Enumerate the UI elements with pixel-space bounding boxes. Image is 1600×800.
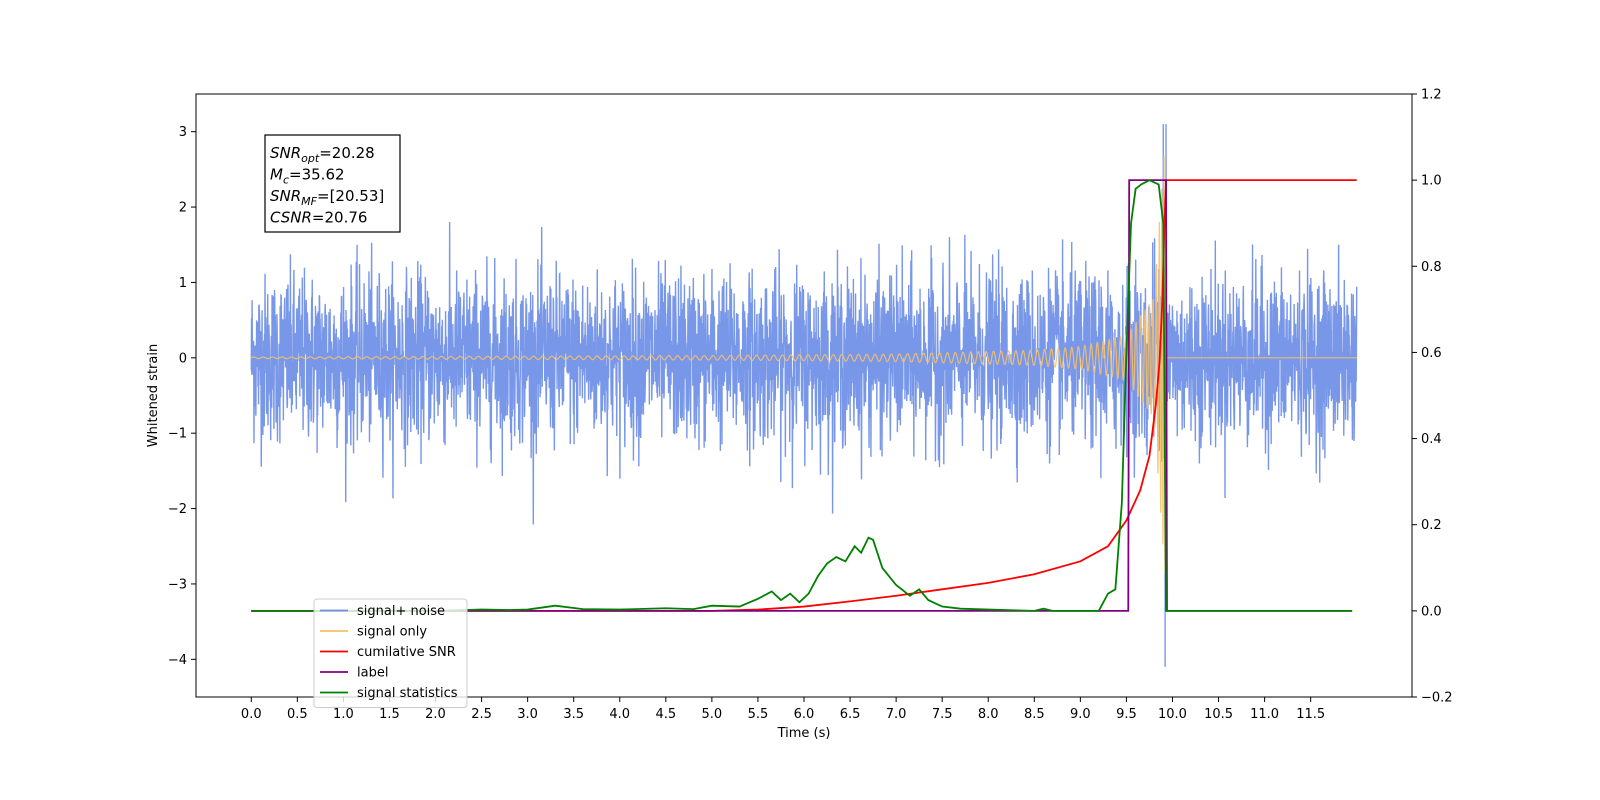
y2-tick-label: −0.2 (1421, 691, 1453, 706)
legend-label: signal statistics (357, 686, 458, 701)
x-tick-label: 9.5 (1116, 707, 1137, 722)
x-tick-label: 1.5 (379, 707, 400, 722)
y-axis-label: Whitened strain (146, 344, 161, 447)
annotation-line: CSNR=20.76 (270, 209, 367, 227)
y-tick-label: 0 (179, 351, 187, 366)
x-tick-label: 3.5 (563, 707, 584, 722)
annotation-box: SNRopt=20.28Mc=35.62SNRMF=[20.53]CSNR=20… (264, 134, 401, 233)
legend-label: cumilative SNR (357, 645, 456, 660)
x-tick-label: 3.0 (517, 707, 538, 722)
axes-layer: 0.0 0.5 1.0 1.5 2.0 2.5 3.0 3.5 4.0 4.5 5.0 5.5 6.0 6… (168, 88, 1453, 723)
annotation-line: Mc=35.62 (270, 166, 345, 187)
series-line-signal-statistics (251, 179, 1353, 612)
x-tick-label: 10.0 (1158, 707, 1187, 722)
y2-tick-label: 0.0 (1421, 604, 1442, 619)
annotation-value: =20.76 (312, 209, 368, 227)
x-tick-label: 7.0 (886, 707, 907, 722)
series-layer (250, 124, 1358, 667)
legend-label: label (357, 666, 388, 681)
x-tick-label: 2.5 (471, 707, 492, 722)
x-tick-label: 5.0 (702, 707, 723, 722)
x-tick-label: 8.0 (978, 707, 999, 722)
legend: signal+ noise signal only cumilative SNR la… (313, 598, 468, 708)
y-tick-label: −4 (168, 653, 187, 668)
y-tick-label: 2 (179, 201, 187, 216)
annotation-box-frame (264, 134, 401, 233)
x-tick-label: 5.5 (748, 707, 769, 722)
x-tick-label: 6.0 (794, 707, 815, 722)
y-tick-label: 3 (179, 125, 187, 140)
x-tick-label: 1.0 (333, 707, 354, 722)
y2-tick-label: 1.0 (1421, 174, 1442, 189)
y-tick-label: −2 (168, 502, 187, 517)
x-tick-label: 8.5 (1024, 707, 1045, 722)
annotation-value: =20.28 (319, 144, 375, 162)
annotation-value: =[20.53] (317, 187, 384, 205)
y-tick-label: 1 (179, 276, 187, 291)
x-tick-label: 6.5 (840, 707, 861, 722)
annotation-subscript: c (283, 174, 289, 187)
annotation-symbol: SNR (270, 187, 301, 205)
x-tick-label: 0.5 (287, 707, 308, 722)
annotation-symbol: SNR (270, 144, 301, 162)
annotation-line: SNRMF=[20.53] (270, 187, 384, 208)
annotation-symbol: CSNR (270, 209, 312, 227)
annotation-symbol: M (270, 166, 283, 184)
x-tick-label: 9.0 (1070, 707, 1091, 722)
x-axis-label: Time (s) (777, 726, 831, 741)
legend-label: signal+ noise (357, 604, 445, 619)
x-tick-label: 10.5 (1204, 707, 1233, 722)
y-tick-label: −3 (168, 577, 187, 592)
y2-tick-label: 0.8 (1421, 260, 1442, 275)
x-tick-label: 11.5 (1296, 707, 1325, 722)
series-line-signal-only (251, 155, 1357, 573)
annotation-line: SNRopt=20.28 (270, 144, 375, 165)
annotation-subscript: opt (301, 152, 320, 165)
annotation-value: =35.62 (289, 166, 345, 184)
legend-frame (313, 598, 468, 708)
legend-label: signal only (357, 625, 427, 640)
y-tick-label: −1 (168, 427, 187, 442)
x-tick-label: 2.0 (425, 707, 446, 722)
y2-tick-label: 1.2 (1421, 88, 1442, 103)
y2-tick-label: 0.2 (1421, 518, 1442, 533)
x-tick-label: 4.0 (609, 707, 630, 722)
y2-tick-label: 0.4 (1421, 432, 1442, 447)
x-tick-label: 4.5 (655, 707, 676, 722)
y2-tick-label: 0.6 (1421, 346, 1442, 361)
annotation-subscript: MF (301, 195, 317, 208)
x-tick-label: 0.0 (241, 707, 262, 722)
x-tick-label: 7.5 (932, 707, 953, 722)
x-tick-label: 11.0 (1250, 707, 1279, 722)
